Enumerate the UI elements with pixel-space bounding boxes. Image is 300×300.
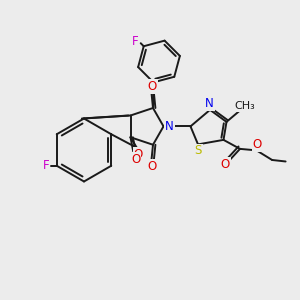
Text: F: F <box>131 35 138 48</box>
Text: S: S <box>194 145 202 158</box>
Text: O: O <box>148 160 157 173</box>
Text: O: O <box>131 153 140 166</box>
Text: O: O <box>134 148 143 161</box>
Text: CH₃: CH₃ <box>234 101 255 111</box>
Text: O: O <box>220 158 230 171</box>
Text: N: N <box>165 120 174 133</box>
Text: O: O <box>148 80 157 93</box>
Text: O: O <box>253 138 262 151</box>
Text: N: N <box>205 97 214 110</box>
Text: F: F <box>43 159 50 172</box>
